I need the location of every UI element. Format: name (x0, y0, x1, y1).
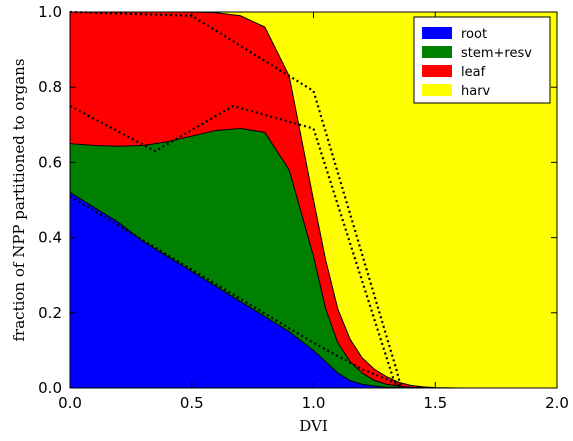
x-axis: 0.0 0.5 1.0 1.5 2.0 (58, 12, 569, 412)
y-tick-label: 0.6 (38, 153, 62, 171)
reference-line-3 (69, 10, 403, 389)
legend-swatch (422, 46, 452, 58)
legend-label: harv (461, 84, 491, 99)
x-tick-label: 2.0 (545, 394, 569, 412)
legend-label: stem+resv (461, 46, 532, 61)
legend-label: leaf (461, 65, 486, 80)
y-axis-label: fraction of NPP partitioned to organs (10, 58, 28, 341)
stacked-areas (69, 11, 557, 389)
x-tick-label: 0.5 (180, 394, 204, 412)
legend: root stem+resv leaf harv (413, 16, 551, 104)
legend-swatch (422, 84, 452, 96)
reference-lines (69, 10, 403, 389)
legend-swatch (422, 27, 452, 39)
y-axis: 0.0 0.2 0.4 0.6 0.8 1.0 (38, 3, 557, 397)
y-tick-label: 1.0 (38, 3, 62, 21)
x-tick-label: 1.5 (423, 394, 447, 412)
y-tick-label: 0.0 (38, 379, 62, 397)
y-tick-label: 0.2 (38, 304, 62, 322)
reference-line-2 (69, 104, 402, 389)
x-axis-label: DVI (299, 417, 328, 435)
reference-line-1 (69, 195, 402, 389)
legend-label: root (461, 27, 487, 42)
y-tick-label: 0.8 (38, 78, 62, 96)
x-tick-label: 0.0 (58, 394, 82, 412)
y-tick-label: 0.4 (38, 229, 62, 247)
x-tick-label: 1.0 (302, 394, 326, 412)
area-root (70, 192, 557, 388)
legend-swatch (422, 65, 452, 77)
